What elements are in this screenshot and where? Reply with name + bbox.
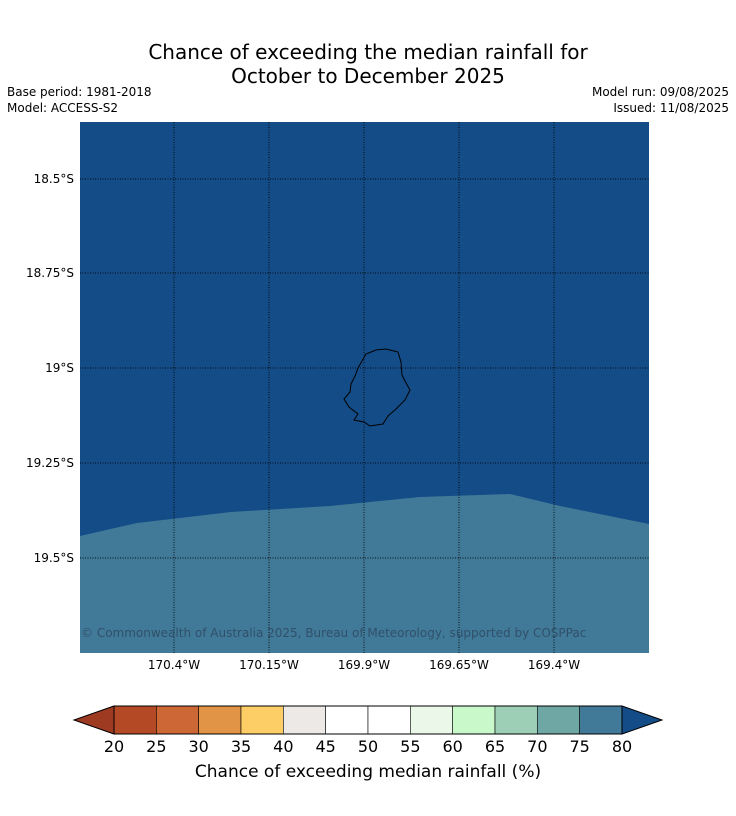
model-text: Model: ACCESS-S2 xyxy=(7,101,119,115)
lat-lon-gridlines xyxy=(80,122,649,653)
colorbar-tick-label: 25 xyxy=(146,737,167,756)
probability-region-75-80 xyxy=(80,494,649,653)
colorbar-tick-label: 20 xyxy=(103,737,125,756)
colorbar-tick-label: 30 xyxy=(188,737,209,756)
colorbar-tick-label: 80 xyxy=(611,737,633,756)
lon-tick-label: 169.9°W xyxy=(337,658,391,672)
colorbar-tick-label: 55 xyxy=(400,737,421,756)
lat-tick-label: 18.75°S xyxy=(26,266,74,280)
island-coastline xyxy=(343,348,411,427)
colorbar-tick-label: 65 xyxy=(484,737,506,756)
colorbar-tick-label: 50 xyxy=(357,737,379,756)
colorbar-tick-label: 35 xyxy=(230,737,252,756)
colorbar-tick-label: 75 xyxy=(569,737,590,756)
base-period-text: Base period: 1981-2018 xyxy=(7,85,152,99)
map-title-line-2: October to December 2025 xyxy=(231,64,505,88)
copyright-notice: © Commonwealth of Australia 2025, Bureau… xyxy=(81,626,587,640)
lat-tick-label: 19°S xyxy=(45,361,74,375)
colorbar-tick-label: 60 xyxy=(442,737,463,756)
lon-tick-label: 170.15°W xyxy=(239,658,299,672)
lon-tick-label: 170.4°W xyxy=(147,658,201,672)
lon-tick-label: 169.4°W xyxy=(527,658,581,672)
colorbar-title: Chance of exceeding median rainfall (%) xyxy=(194,762,542,782)
lat-tick-label: 19.5°S xyxy=(33,551,74,565)
colorbar-tick-label: 70 xyxy=(527,737,548,756)
model-run-text: Model run: 09/08/2025 xyxy=(591,85,729,99)
lat-tick-label: 19.25°S xyxy=(26,456,74,470)
lon-tick-label: 169.65°W xyxy=(429,658,489,672)
map-title-line-1: Chance of exceeding the median rainfall … xyxy=(148,40,588,64)
colorbar-tick-label: 40 xyxy=(273,737,294,756)
lat-tick-label: 18.5°S xyxy=(33,172,74,186)
colorbar-tick-label: 45 xyxy=(315,737,336,756)
issued-date-text: Issued: 11/08/2025 xyxy=(613,101,729,115)
